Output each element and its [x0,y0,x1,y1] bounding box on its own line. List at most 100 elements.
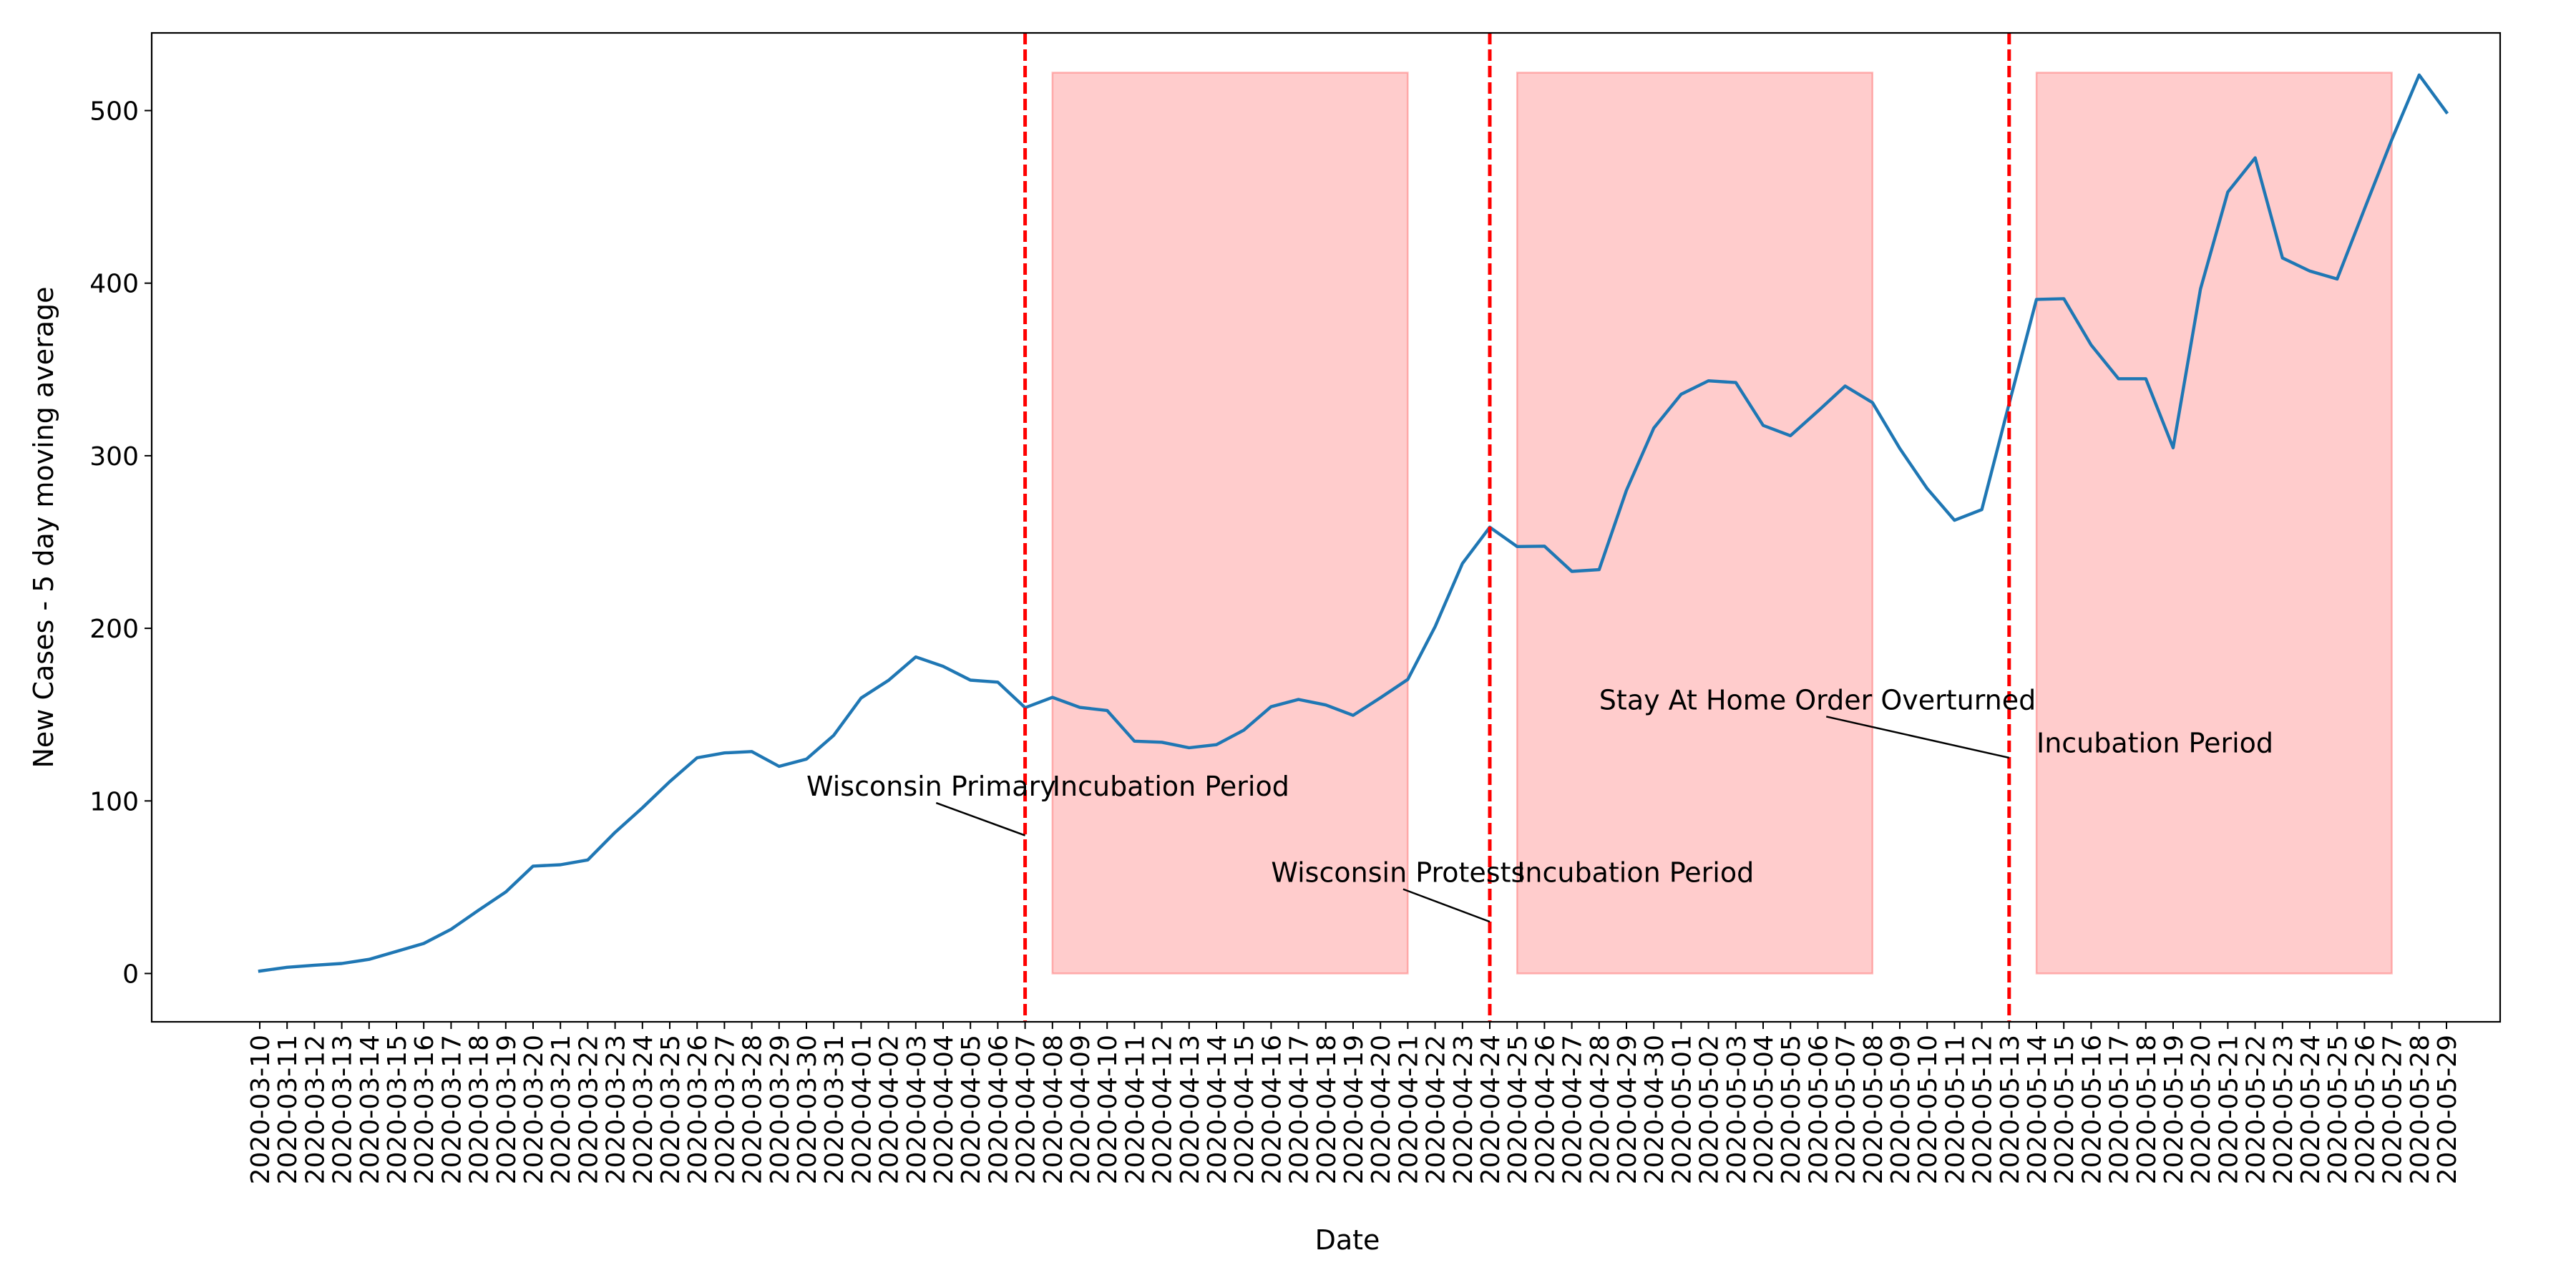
x-tick-label: 2020-05-26 [2351,1035,2380,1184]
x-tick-label: 2020-03-15 [383,1035,412,1184]
x-tick-label: 2020-03-13 [328,1035,358,1184]
x-tick-label: 2020-03-30 [793,1035,822,1184]
y-tick-label: 100 [89,787,139,816]
x-tick-label: 2020-04-18 [1312,1035,1342,1184]
x-tick-label: 2020-04-20 [1367,1035,1396,1184]
x-tick-label: 2020-03-16 [410,1035,439,1184]
y-tick-label: 200 [89,615,139,644]
x-tick-label: 2020-04-28 [1586,1035,1615,1184]
x-tick-label: 2020-03-26 [683,1035,713,1184]
x-tick-label: 2020-04-03 [902,1035,932,1184]
x-tick-label: 2020-04-08 [1039,1035,1068,1184]
x-tick-label: 2020-04-21 [1394,1035,1423,1184]
x-tick-label: 2020-05-14 [2023,1035,2052,1184]
x-tick-label: 2020-03-24 [629,1035,658,1184]
period-label: Incubation Period [1053,771,1289,802]
x-tick-label: 2020-03-23 [602,1035,631,1184]
x-tick-label: 2020-05-16 [2077,1035,2107,1184]
x-tick-label: 2020-05-20 [2187,1035,2216,1184]
x-tick-label: 2020-05-04 [1750,1035,1779,1184]
x-tick-label: 2020-03-10 [246,1035,275,1184]
x-tick-label: 2020-05-02 [1695,1035,1724,1184]
event-arrow [935,801,1026,836]
x-tick-label: 2020-05-13 [1996,1035,2025,1184]
x-tick-label: 2020-03-19 [492,1035,522,1184]
x-tick-label: 2020-05-27 [2379,1035,2408,1184]
x-tick-label: 2020-05-07 [1832,1035,1861,1184]
y-tick-label: 400 [89,270,139,299]
annotations: Wisconsin Primary Wisconsin Protests Stay … [806,684,2273,923]
x-tick-label: 2020-03-20 [519,1035,549,1184]
x-tick-label: 2020-05-08 [1859,1035,1888,1184]
x-tick-label: 2020-04-25 [1503,1035,1533,1184]
x-tick-label: 2020-03-21 [547,1035,576,1184]
y-axis: 0 100 200 300 400 500 [89,97,152,989]
x-tick-label: 2020-05-25 [2323,1035,2353,1184]
x-tick-label: 2020-04-22 [1422,1035,1451,1184]
x-tick-label: 2020-04-30 [1640,1035,1669,1184]
x-tick-label: 2020-04-23 [1449,1035,1478,1184]
x-tick-label: 2020-04-16 [1257,1035,1287,1184]
event-label: Stay At Home Order Overturned [1599,684,2036,716]
x-tick-label: 2020-03-18 [465,1035,494,1184]
x-tick-label: 2020-04-24 [1476,1035,1506,1184]
x-tick-label: 2020-03-14 [356,1035,385,1184]
x-tick-label: 2020-03-27 [711,1035,740,1184]
x-tick-label: 2020-04-13 [1176,1035,1205,1184]
series-layer [258,73,2449,973]
x-tick-label: 2020-04-11 [1121,1035,1150,1184]
incubation-period-span [1516,72,1874,975]
x-axis: 2020-03-102020-03-112020-03-122020-03-13… [246,1022,2462,1184]
x-tick-label: 2020-04-01 [847,1035,877,1184]
x-tick-label: 2020-04-07 [1012,1035,1041,1184]
x-tick-label: 2020-04-04 [930,1035,959,1184]
x-tick-label: 2020-03-29 [766,1035,795,1184]
period-label: Incubation Period [2036,728,2273,759]
x-tick-label: 2020-03-31 [820,1035,849,1184]
x-tick-label: 2020-05-15 [2050,1035,2079,1184]
x-tick-label: 2020-04-14 [1203,1035,1232,1184]
event-arrow [1402,888,1491,923]
y-tick-label: 500 [89,97,139,127]
x-tick-label: 2020-04-09 [1066,1035,1096,1184]
x-tick-label: 2020-04-17 [1285,1035,1314,1184]
x-tick-label: 2020-04-05 [957,1035,986,1184]
x-tick-label: 2020-04-10 [1093,1035,1123,1184]
x-tick-label: 2020-05-18 [2132,1035,2162,1184]
x-tick-label: 2020-05-19 [2160,1035,2189,1184]
event-label: Wisconsin Primary [806,771,1056,802]
period-label: Incubation Period [1517,857,1754,889]
x-tick-label: 2020-05-24 [2296,1035,2326,1184]
x-tick-label: 2020-05-21 [2214,1035,2243,1184]
x-tick-label: 2020-05-11 [1941,1035,1970,1184]
x-tick-label: 2020-04-19 [1340,1035,1369,1184]
event-arrow [1825,716,2010,759]
x-tick-label: 2020-05-29 [2433,1035,2462,1184]
x-tick-label: 2020-05-22 [2242,1035,2271,1184]
x-tick-label: 2020-03-17 [437,1035,467,1184]
x-tick-label: 2020-04-29 [1613,1035,1642,1184]
x-tick-label: 2020-03-22 [574,1035,603,1184]
x-tick-label: 2020-03-28 [738,1035,768,1184]
y-axis-label: New Cases - 5 day moving average [28,286,59,768]
y-tick-label: 300 [89,442,139,472]
event-label: Wisconsin Protests [1271,857,1525,889]
x-tick-label: 2020-04-06 [984,1035,1013,1184]
x-tick-label: 2020-04-27 [1558,1035,1588,1184]
event-lines [1023,33,2011,1022]
x-tick-label: 2020-05-01 [1667,1035,1697,1184]
x-tick-label: 2020-05-03 [1722,1035,1752,1184]
x-tick-label: 2020-03-12 [301,1035,330,1184]
x-tick-label: 2020-05-10 [1913,1035,1943,1184]
incubation-periods [1051,72,2393,975]
x-tick-label: 2020-05-09 [1886,1035,1916,1184]
x-tick-label: 2020-03-25 [656,1035,686,1184]
x-tick-label: 2020-05-28 [2406,1035,2435,1184]
incubation-period-span [2035,72,2393,975]
x-tick-label: 2020-05-12 [1968,1035,1998,1184]
cases-line [258,73,2449,973]
x-tick-label: 2020-03-11 [273,1035,303,1184]
x-tick-label: 2020-04-15 [1230,1035,1259,1184]
